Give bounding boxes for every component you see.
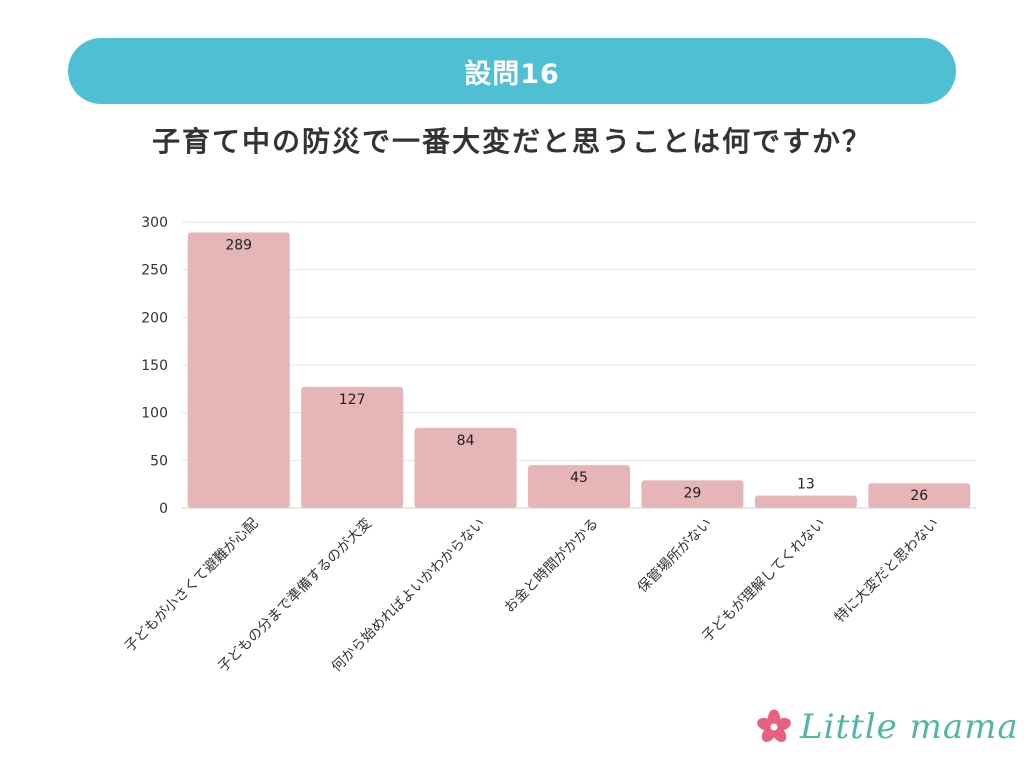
flower-petal xyxy=(757,717,774,731)
bar xyxy=(641,480,744,508)
brand-logo: Little mama xyxy=(756,704,1019,750)
x-tick-label: 保管場所がない xyxy=(635,516,716,597)
bar xyxy=(868,483,971,508)
flower-petal xyxy=(772,726,787,743)
data-label: 84 xyxy=(457,433,475,449)
question-number-banner: 設問16 xyxy=(68,38,956,104)
bar xyxy=(301,386,404,508)
question-title: 子育て中の防災で一番大変だと思うことは何ですか？ xyxy=(151,125,872,158)
question-number: 設問16 xyxy=(464,58,560,90)
bar xyxy=(414,427,517,508)
bar xyxy=(754,495,857,508)
x-tick-label: お金と時間がかかる xyxy=(501,516,601,616)
y-tick-label: 300 xyxy=(141,215,168,231)
data-label: 45 xyxy=(570,470,588,486)
x-tick-label: 特に大変だと思わない xyxy=(831,515,942,626)
data-label: 26 xyxy=(910,488,928,504)
y-tick-label: 0 xyxy=(159,501,168,517)
brand-name: Little mama xyxy=(800,707,1019,747)
bar xyxy=(528,465,630,508)
y-tick-label: 100 xyxy=(141,406,168,422)
y-tick-label: 250 xyxy=(141,263,168,279)
flower-icon xyxy=(757,709,791,743)
flower-petal xyxy=(761,726,776,743)
data-label: 29 xyxy=(684,485,702,501)
x-tick-label: 子どもが理解してくれない xyxy=(699,516,829,646)
y-tick-label: 200 xyxy=(141,310,168,326)
data-label: 13 xyxy=(797,477,815,493)
data-label: 289 xyxy=(225,237,252,253)
data-label: 127 xyxy=(339,392,366,408)
y-tick-label: 150 xyxy=(141,358,168,374)
y-tick-label: 50 xyxy=(150,453,168,469)
bar xyxy=(187,232,290,508)
x-tick-label: 子どもが小さくて避難が心配 xyxy=(122,516,262,656)
